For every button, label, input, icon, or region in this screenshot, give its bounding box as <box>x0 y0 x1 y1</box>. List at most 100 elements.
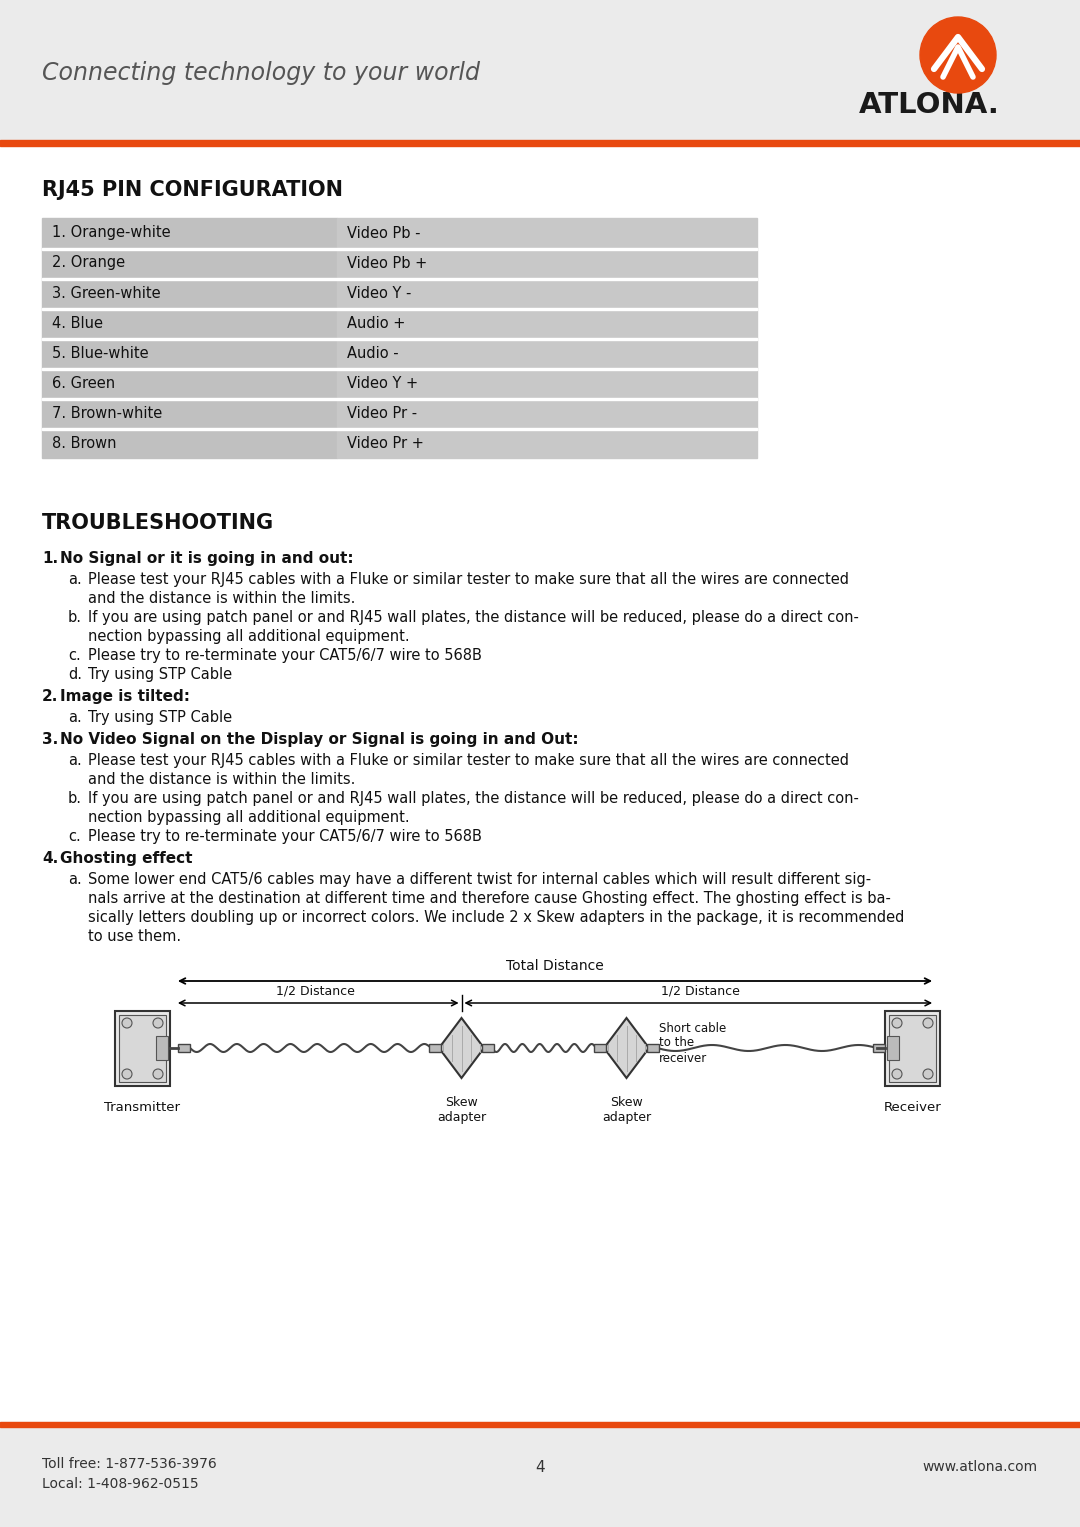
Bar <box>0 1422 1080 1527</box>
Text: Try using STP Cable: Try using STP Cable <box>87 667 232 683</box>
Text: Audio -: Audio - <box>347 345 399 360</box>
Text: 1.: 1. <box>42 551 58 567</box>
Bar <box>42 428 337 458</box>
Text: 4.: 4. <box>42 851 58 866</box>
Text: No Video Signal on the Display or Signal is going in and Out:: No Video Signal on the Display or Signal… <box>60 731 579 747</box>
Text: Video Pb +: Video Pb + <box>347 255 428 270</box>
Text: 1. Orange-white: 1. Orange-white <box>52 226 171 240</box>
Bar <box>114 1011 170 1086</box>
Bar <box>887 1035 899 1060</box>
Text: b.: b. <box>68 609 82 625</box>
Text: Image is tilted:: Image is tilted: <box>60 689 190 704</box>
Text: a.: a. <box>68 753 82 768</box>
Bar <box>337 247 757 278</box>
Bar <box>42 368 757 370</box>
Text: Video Pr +: Video Pr + <box>347 435 423 450</box>
Circle shape <box>153 1019 163 1028</box>
Text: Please try to re-terminate your CAT5/6/7 wire to 568B: Please try to re-terminate your CAT5/6/7… <box>87 647 482 663</box>
Text: a.: a. <box>68 710 82 725</box>
Text: 1/2 Distance: 1/2 Distance <box>276 983 355 997</box>
Text: Local: 1-408-962-0515: Local: 1-408-962-0515 <box>42 1477 199 1490</box>
Text: Video Y +: Video Y + <box>347 376 418 391</box>
Text: Skew
adapter: Skew adapter <box>437 1096 486 1124</box>
Text: and the distance is within the limits.: and the distance is within the limits. <box>87 591 355 606</box>
Text: 2.: 2. <box>42 689 58 704</box>
Text: Ghosting effect: Ghosting effect <box>60 851 192 866</box>
Circle shape <box>153 1069 163 1080</box>
Text: 2. Orange: 2. Orange <box>52 255 125 270</box>
Text: c.: c. <box>68 829 81 844</box>
Text: 4. Blue: 4. Blue <box>52 316 103 330</box>
Text: Transmitter: Transmitter <box>105 1101 180 1115</box>
Text: Video Y -: Video Y - <box>347 286 411 301</box>
Text: 3.: 3. <box>42 731 58 747</box>
Text: b.: b. <box>68 791 82 806</box>
Text: Audio +: Audio + <box>347 316 405 330</box>
Bar <box>178 1044 190 1052</box>
Bar <box>889 1015 936 1083</box>
Bar <box>42 368 337 399</box>
Circle shape <box>923 1019 933 1028</box>
Text: nection bypassing all additional equipment.: nection bypassing all additional equipme… <box>87 809 409 825</box>
Text: Toll free: 1-877-536-3976: Toll free: 1-877-536-3976 <box>42 1457 217 1471</box>
Circle shape <box>892 1019 902 1028</box>
Text: nection bypassing all additional equipment.: nection bypassing all additional equipme… <box>87 629 409 644</box>
Text: Short cable
to the
receiver: Short cable to the receiver <box>659 1022 726 1064</box>
Text: TROUBLESHOOTING: TROUBLESHOOTING <box>42 513 274 533</box>
Bar <box>42 428 757 431</box>
Text: Try using STP Cable: Try using STP Cable <box>87 710 232 725</box>
Bar <box>594 1044 606 1052</box>
Text: Please test your RJ45 cables with a Fluke or similar tester to make sure that al: Please test your RJ45 cables with a Fluk… <box>87 753 849 768</box>
Text: d.: d. <box>68 667 82 683</box>
Bar <box>42 399 757 400</box>
Ellipse shape <box>920 17 996 93</box>
Text: to use them.: to use them. <box>87 928 181 944</box>
Bar <box>337 428 757 458</box>
Bar <box>885 1011 940 1086</box>
Text: Total Distance: Total Distance <box>507 959 604 973</box>
Bar <box>873 1044 885 1052</box>
Bar <box>119 1015 166 1083</box>
Text: Video Pr -: Video Pr - <box>347 406 417 420</box>
Circle shape <box>122 1019 132 1028</box>
Text: Skew
adapter: Skew adapter <box>602 1096 651 1124</box>
Circle shape <box>122 1069 132 1080</box>
Bar <box>482 1044 494 1052</box>
Text: If you are using patch panel or and RJ45 wall plates, the distance will be reduc: If you are using patch panel or and RJ45… <box>87 791 859 806</box>
Bar <box>337 218 757 247</box>
Text: ATLONA.: ATLONA. <box>859 92 1000 119</box>
Text: Please try to re-terminate your CAT5/6/7 wire to 568B: Please try to re-terminate your CAT5/6/7… <box>87 829 482 844</box>
Text: No Signal or it is going in and out:: No Signal or it is going in and out: <box>60 551 353 567</box>
Bar <box>42 278 757 279</box>
Text: 5. Blue-white: 5. Blue-white <box>52 345 149 360</box>
Text: Receiver: Receiver <box>883 1101 942 1115</box>
Text: 6. Green: 6. Green <box>52 376 116 391</box>
Bar <box>0 1422 1080 1428</box>
Text: a.: a. <box>68 872 82 887</box>
Circle shape <box>923 1069 933 1080</box>
Bar <box>647 1044 659 1052</box>
Bar <box>0 0 1080 140</box>
Bar <box>42 247 757 250</box>
Text: Please test your RJ45 cables with a Fluke or similar tester to make sure that al: Please test your RJ45 cables with a Fluk… <box>87 573 849 586</box>
Text: Some lower end CAT5/6 cables may have a different twist for internal cables whic: Some lower end CAT5/6 cables may have a … <box>87 872 872 887</box>
Bar <box>42 218 337 247</box>
Text: Connecting technology to your world: Connecting technology to your world <box>42 61 480 86</box>
Bar <box>0 140 1080 147</box>
Text: nals arrive at the destination at different time and therefore cause Ghosting ef: nals arrive at the destination at differ… <box>87 890 891 906</box>
Text: If you are using patch panel or and RJ45 wall plates, the distance will be reduc: If you are using patch panel or and RJ45… <box>87 609 859 625</box>
Text: Video Pb -: Video Pb - <box>347 226 420 240</box>
Circle shape <box>892 1069 902 1080</box>
Bar <box>42 247 337 278</box>
Bar <box>337 368 757 399</box>
Text: 7. Brown-white: 7. Brown-white <box>52 406 162 420</box>
Polygon shape <box>438 1019 484 1078</box>
Text: 8. Brown: 8. Brown <box>52 435 117 450</box>
Bar <box>429 1044 441 1052</box>
Text: RJ45 PIN CONFIGURATION: RJ45 PIN CONFIGURATION <box>42 180 343 200</box>
Bar <box>42 399 337 428</box>
Bar <box>337 308 757 337</box>
Bar <box>337 337 757 368</box>
Bar <box>337 278 757 308</box>
Text: a.: a. <box>68 573 82 586</box>
